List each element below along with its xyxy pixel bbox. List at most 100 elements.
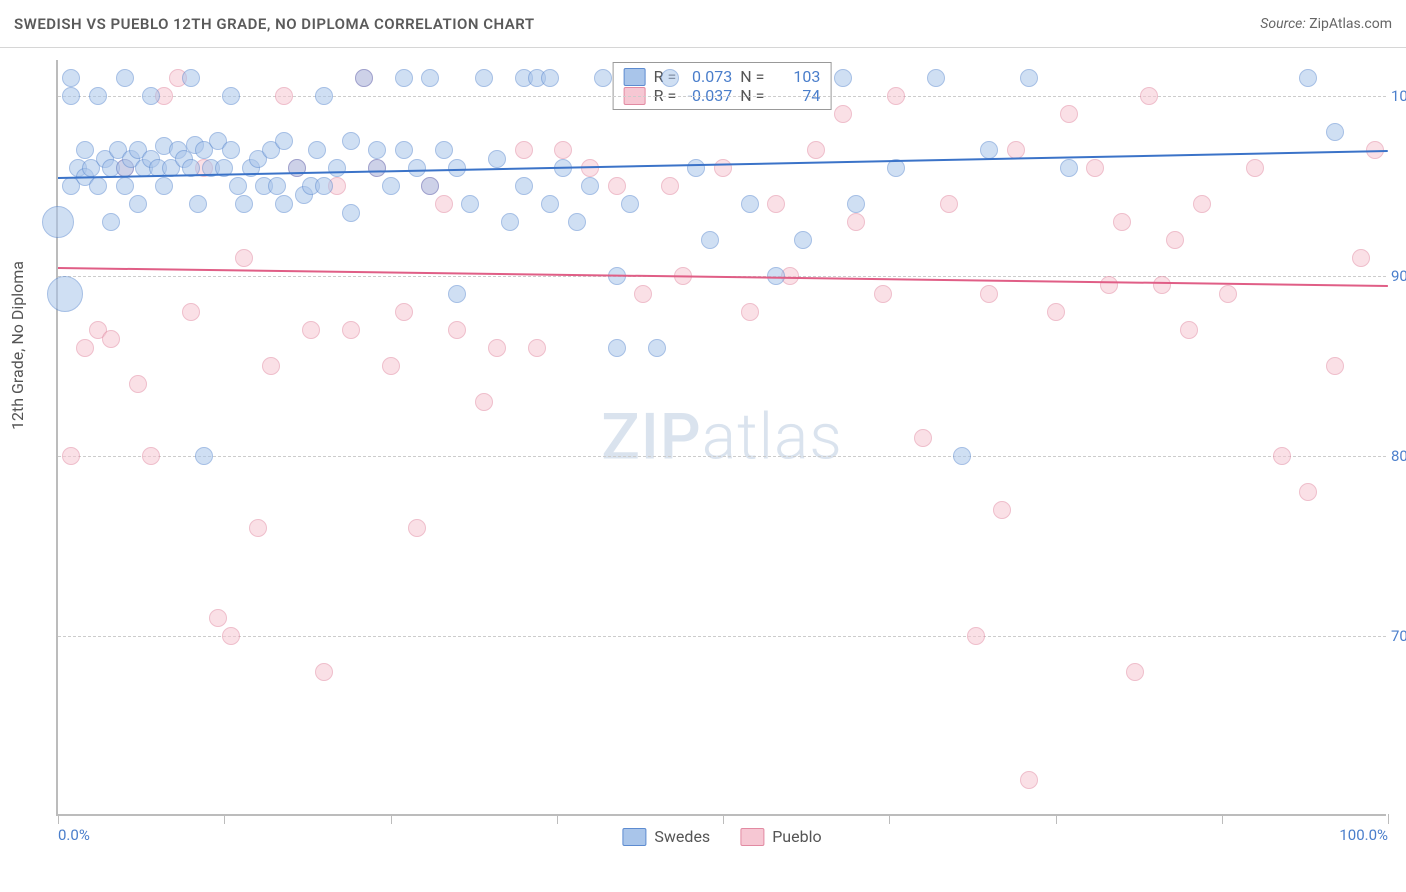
- point-swedes: [621, 195, 639, 213]
- point-pueblo: [408, 519, 426, 537]
- x-tick: [1388, 814, 1389, 824]
- point-swedes: [648, 339, 666, 357]
- source-label: Source:: [1260, 16, 1305, 32]
- point-swedes: [953, 447, 971, 465]
- point-swedes: [275, 195, 293, 213]
- stats-n-value: 103: [772, 67, 820, 86]
- point-swedes: [102, 213, 120, 231]
- point-pueblo: [1126, 663, 1144, 681]
- point-pueblo: [1193, 195, 1211, 213]
- point-pueblo: [315, 663, 333, 681]
- point-swedes: [328, 159, 346, 177]
- series-legend-item: Pueblo: [740, 827, 821, 846]
- point-pueblo: [834, 105, 852, 123]
- point-swedes: [541, 69, 559, 87]
- point-pueblo: [76, 339, 94, 357]
- point-swedes: [608, 339, 626, 357]
- watermark: ZIPatlas: [601, 400, 843, 475]
- point-swedes: [1060, 159, 1078, 177]
- point-pueblo: [554, 141, 572, 159]
- y-tick-label: 100.0%: [1391, 87, 1406, 105]
- point-swedes: [488, 150, 506, 168]
- point-pueblo: [608, 177, 626, 195]
- point-swedes: [155, 177, 173, 195]
- point-swedes: [288, 159, 306, 177]
- point-swedes: [435, 141, 453, 159]
- x-tick: [723, 814, 724, 824]
- point-pueblo: [993, 501, 1011, 519]
- x-tick: [224, 814, 225, 824]
- point-swedes: [129, 195, 147, 213]
- point-pueblo: [967, 627, 985, 645]
- point-swedes: [568, 213, 586, 231]
- point-swedes: [116, 69, 134, 87]
- point-swedes: [62, 69, 80, 87]
- point-pueblo: [1086, 159, 1104, 177]
- point-swedes: [741, 195, 759, 213]
- series-swatch-swedes: [622, 828, 646, 846]
- y-tick-label: 80.0%: [1391, 447, 1406, 465]
- point-pueblo: [1153, 276, 1171, 294]
- point-pueblo: [1140, 87, 1158, 105]
- point-pueblo: [1273, 447, 1291, 465]
- point-pueblo: [714, 159, 732, 177]
- series-swatch-pueblo: [740, 828, 764, 846]
- chart-header: SWEDISH VS PUEBLO 12TH GRADE, NO DIPLOMA…: [0, 0, 1406, 48]
- point-swedes: [42, 206, 74, 238]
- point-pueblo: [1180, 321, 1198, 339]
- point-swedes: [235, 195, 253, 213]
- point-pueblo: [262, 357, 280, 375]
- source-attribution: Source: ZipAtlas.com: [1260, 16, 1392, 32]
- point-swedes: [195, 447, 213, 465]
- x-tick: [1056, 814, 1057, 824]
- point-pueblo: [807, 141, 825, 159]
- series-label: Pueblo: [772, 827, 821, 846]
- point-swedes: [222, 141, 240, 159]
- point-swedes: [461, 195, 479, 213]
- point-swedes: [980, 141, 998, 159]
- x-tick: [1222, 814, 1223, 824]
- point-swedes: [515, 177, 533, 195]
- point-pueblo: [940, 195, 958, 213]
- point-pueblo: [1246, 159, 1264, 177]
- point-pueblo: [129, 375, 147, 393]
- x-tick: [889, 814, 890, 824]
- point-swedes: [382, 177, 400, 195]
- point-swedes: [581, 177, 599, 195]
- point-swedes: [687, 159, 705, 177]
- stats-row: R = 0.073 N = 103: [624, 67, 821, 86]
- stats-swatch-swedes: [624, 68, 646, 86]
- point-pueblo: [914, 429, 932, 447]
- point-swedes: [368, 141, 386, 159]
- point-swedes: [89, 177, 107, 195]
- point-swedes: [89, 87, 107, 105]
- point-pueblo: [1219, 285, 1237, 303]
- point-swedes: [1299, 69, 1317, 87]
- point-swedes: [308, 141, 326, 159]
- point-pueblo: [1352, 249, 1370, 267]
- point-pueblo: [661, 177, 679, 195]
- point-swedes: [47, 276, 83, 312]
- point-swedes: [927, 69, 945, 87]
- watermark-b: atlas: [702, 400, 843, 475]
- point-pueblo: [874, 285, 892, 303]
- x-tick: [557, 814, 558, 824]
- point-swedes: [1020, 69, 1038, 87]
- point-swedes: [395, 141, 413, 159]
- point-pueblo: [475, 393, 493, 411]
- point-pueblo: [1166, 231, 1184, 249]
- point-swedes: [222, 87, 240, 105]
- gridline-h: [58, 456, 1386, 457]
- source-name: ZipAtlas.com: [1309, 16, 1392, 32]
- point-swedes: [794, 231, 812, 249]
- point-pueblo: [1326, 357, 1344, 375]
- watermark-a: ZIP: [601, 400, 702, 475]
- point-pueblo: [1299, 483, 1317, 501]
- point-pueblo: [1020, 771, 1038, 789]
- point-pueblo: [448, 321, 466, 339]
- point-pueblo: [767, 195, 785, 213]
- plot-area: ZIPatlas R = 0.073 N = 103 R = -0.037 N …: [56, 60, 1386, 816]
- point-pueblo: [275, 87, 293, 105]
- point-pueblo: [634, 285, 652, 303]
- point-swedes: [342, 204, 360, 222]
